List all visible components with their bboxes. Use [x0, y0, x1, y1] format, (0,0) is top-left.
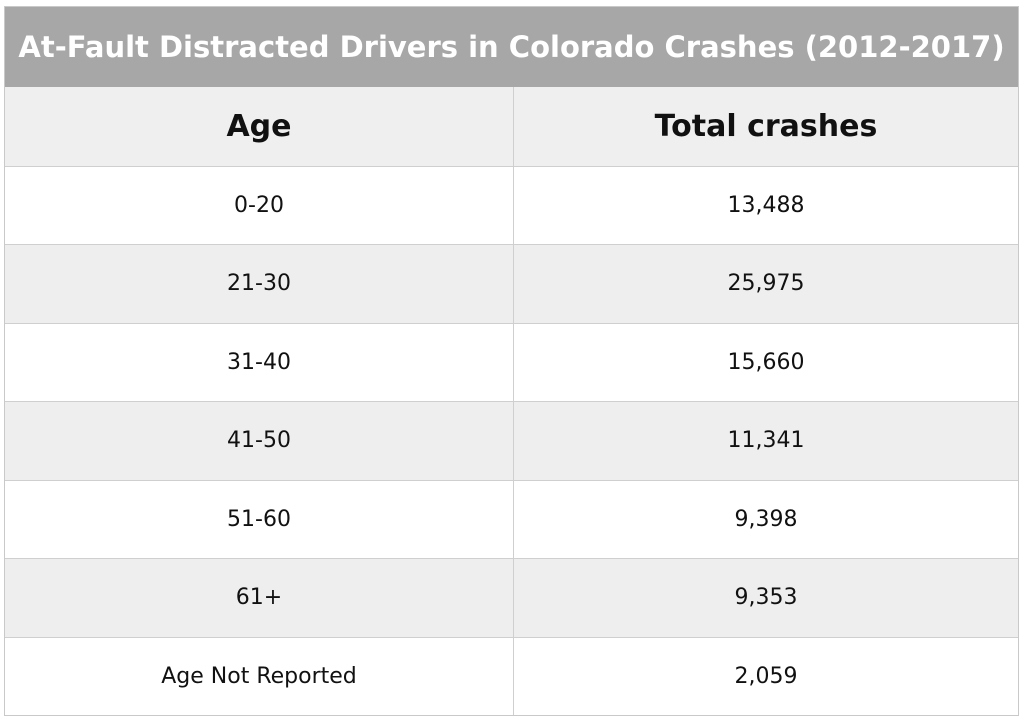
total-crashes-cell: 11,341: [514, 401, 1018, 480]
total-crashes-cell: 9,398: [514, 479, 1018, 558]
age-cell: 31-40: [5, 322, 514, 401]
age-cell: Age Not Reported: [5, 636, 514, 715]
age-cell: 41-50: [5, 401, 514, 480]
data-table: At-Fault Distracted Drivers in Colorado …: [4, 6, 1019, 716]
age-cell: 61+: [5, 558, 514, 637]
table-grid: Age Total crashes 0-20 13,488 21-30 25,9…: [5, 87, 1018, 715]
total-crashes-cell: 25,975: [514, 244, 1018, 323]
table-title: At-Fault Distracted Drivers in Colorado …: [18, 30, 1005, 64]
column-header-age: Age: [5, 87, 514, 166]
total-crashes-cell: 9,353: [514, 558, 1018, 637]
column-header-total-crashes: Total crashes: [514, 87, 1018, 166]
total-crashes-cell: 15,660: [514, 322, 1018, 401]
age-cell: 51-60: [5, 479, 514, 558]
total-crashes-cell: 13,488: [514, 165, 1018, 244]
age-cell: 0-20: [5, 165, 514, 244]
age-cell: 21-30: [5, 244, 514, 323]
total-crashes-cell: 2,059: [514, 636, 1018, 715]
table-title-bar: At-Fault Distracted Drivers in Colorado …: [5, 7, 1018, 87]
